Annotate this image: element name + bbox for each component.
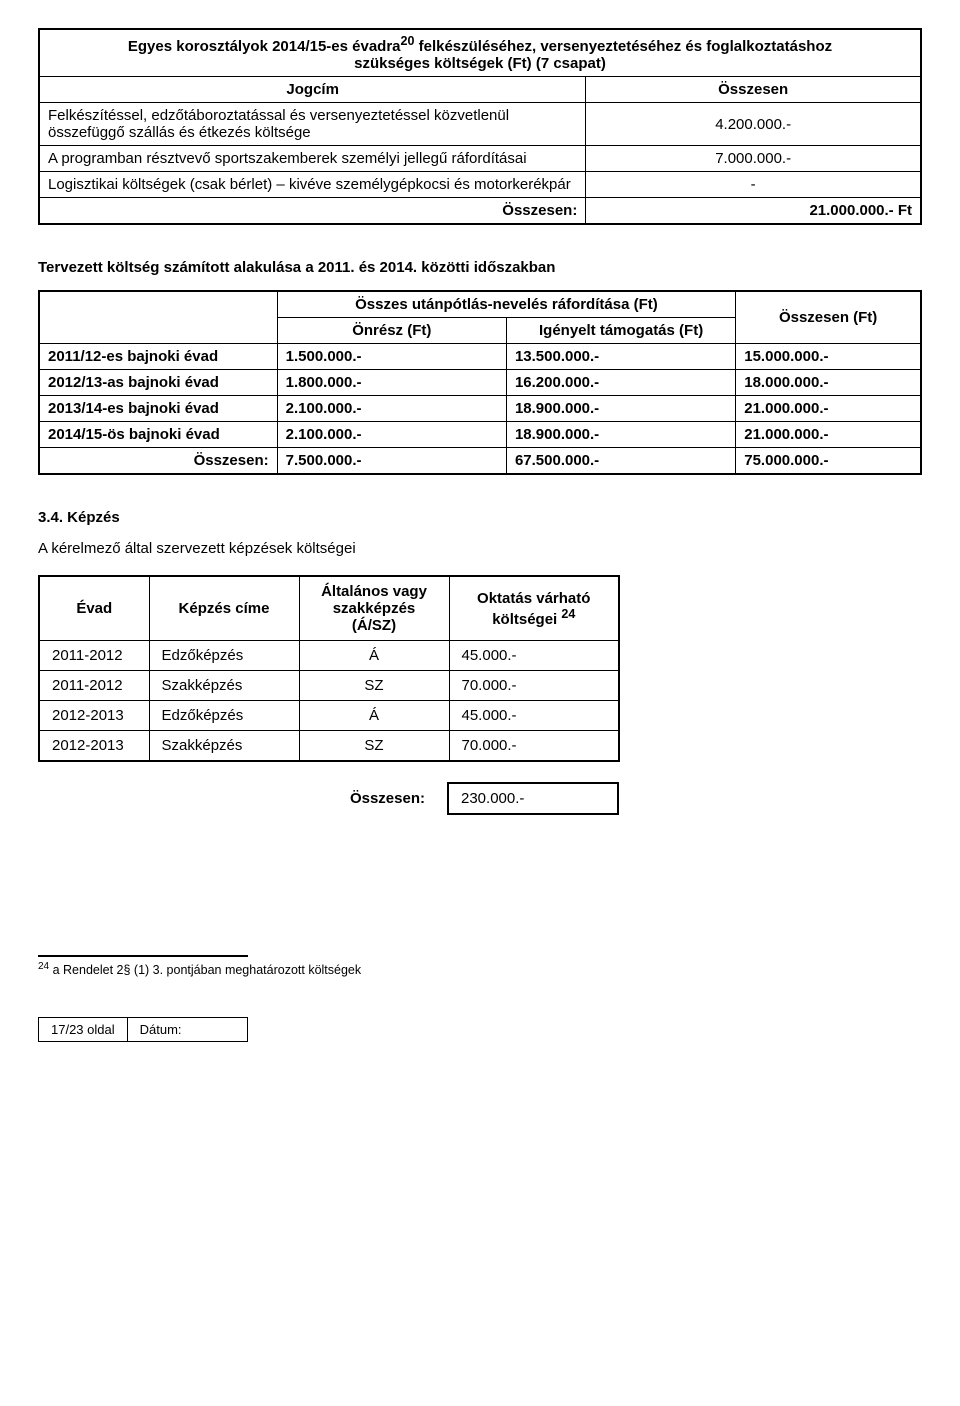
cell: 45.000.- bbox=[449, 701, 619, 731]
sum-label: Összesen: bbox=[39, 448, 277, 475]
table-row: 2011/12-es bajnoki évad 1.500.000.- 13.5… bbox=[39, 344, 921, 370]
col-evad: Évad bbox=[39, 576, 149, 641]
cell: 21.000.000.- bbox=[736, 422, 921, 448]
cell: 2011-2012 bbox=[39, 641, 149, 671]
sum-label: Összesen: bbox=[39, 198, 586, 225]
cell: SZ bbox=[299, 671, 449, 701]
table-row: A programban résztvevő sportszakemberek … bbox=[39, 146, 921, 172]
title-part1: Egyes korosztályok 2014/15-es évadra bbox=[128, 38, 401, 55]
row-label: A programban résztvevő sportszakemberek … bbox=[39, 146, 586, 172]
row-label: 2014/15-ös bajnoki évad bbox=[39, 422, 277, 448]
cell: 7.500.000.- bbox=[277, 448, 506, 475]
cell: Á bbox=[299, 701, 449, 731]
cell: Á bbox=[299, 641, 449, 671]
table-row: 2014/15-ös bajnoki évad 2.100.000.- 18.9… bbox=[39, 422, 921, 448]
col-jogcim: Jogcím bbox=[39, 77, 586, 103]
table-row: 2011-2012 Edzőképzés Á 45.000.- bbox=[39, 641, 619, 671]
row-label: 2011/12-es bajnoki évad bbox=[39, 344, 277, 370]
costs-table-2014-15: Egyes korosztályok 2014/15-es évadra20 f… bbox=[38, 28, 922, 225]
date-label: Dátum: bbox=[127, 1018, 247, 1042]
col-cost-sup: 24 bbox=[561, 607, 575, 621]
cell: 70.000.- bbox=[449, 671, 619, 701]
total-label: Összesen: bbox=[38, 783, 448, 814]
cell: 2011-2012 bbox=[39, 671, 149, 701]
cell: Szakképzés bbox=[149, 731, 299, 762]
footnote-24: 24 a Rendelet 2§ (1) 3. pontjában meghat… bbox=[38, 961, 922, 977]
planned-cost-heading: Tervezett költség számított alakulása a … bbox=[38, 259, 922, 276]
cell: 15.000.000.- bbox=[736, 344, 921, 370]
footnote-num: 24 bbox=[38, 961, 49, 972]
table-row: 2013/14-es bajnoki évad 2.100.000.- 18.9… bbox=[39, 396, 921, 422]
row-label: Felkészítéssel, edzőtáboroztatással és v… bbox=[39, 103, 586, 146]
table-row: 2012/13-as bajnoki évad 1.800.000.- 16.2… bbox=[39, 370, 921, 396]
cell: 18.900.000.- bbox=[506, 396, 735, 422]
table-row-sum: Összesen: 7.500.000.- 67.500.000.- 75.00… bbox=[39, 448, 921, 475]
cell: Szakképzés bbox=[149, 671, 299, 701]
cell: 2.100.000.- bbox=[277, 422, 506, 448]
title-part2: szükséges költségek (Ft) (7 csapat) bbox=[354, 55, 606, 72]
page-number: 17/23 oldal bbox=[39, 1018, 128, 1042]
cell: SZ bbox=[299, 731, 449, 762]
head-top: Összes utánpótlás-nevelés ráfordítása (F… bbox=[277, 291, 736, 318]
head-onresz: Önrész (Ft) bbox=[277, 318, 506, 344]
row-value: 4.200.000.- bbox=[586, 103, 921, 146]
row-value: 7.000.000.- bbox=[586, 146, 921, 172]
cell: 1.800.000.- bbox=[277, 370, 506, 396]
cell: 16.200.000.- bbox=[506, 370, 735, 396]
table-row: Logisztikai költségek (csak bérlet) – ki… bbox=[39, 172, 921, 198]
table-row: 2012-2013 Edzőképzés Á 45.000.- bbox=[39, 701, 619, 731]
training-intro: A kérelmező által szervezett képzések kö… bbox=[38, 540, 922, 557]
sum-value: 21.000.000.- Ft bbox=[586, 198, 921, 225]
blank-corner bbox=[39, 291, 277, 344]
row-label: 2012/13-as bajnoki évad bbox=[39, 370, 277, 396]
training-total: Összesen: 230.000.- bbox=[38, 782, 619, 815]
head-igenyelt: Igényelt támogatás (Ft) bbox=[506, 318, 735, 344]
total-value: 230.000.- bbox=[448, 783, 618, 814]
col-cost: Oktatás várható költségei 24 bbox=[449, 576, 619, 641]
table-row-sum: Összesen: 21.000.000.- Ft bbox=[39, 198, 921, 225]
section-3-4: 3.4. Képzés bbox=[38, 509, 922, 526]
col-cime: Képzés címe bbox=[149, 576, 299, 641]
footnote-rule bbox=[38, 955, 248, 957]
cell: 2.100.000.- bbox=[277, 396, 506, 422]
cell: 2012-2013 bbox=[39, 701, 149, 731]
table-row: 2011-2012 Szakképzés SZ 70.000.- bbox=[39, 671, 619, 701]
row-label: Logisztikai költségek (csak bérlet) – ki… bbox=[39, 172, 586, 198]
cell: 45.000.- bbox=[449, 641, 619, 671]
row-label: 2013/14-es bajnoki évad bbox=[39, 396, 277, 422]
col-osszesen: Összesen bbox=[586, 77, 921, 103]
col-type: Általános vagy szakképzés (Á/SZ) bbox=[299, 576, 449, 641]
training-costs-table: Évad Képzés címe Általános vagy szakképz… bbox=[38, 575, 620, 762]
cell: 75.000.000.- bbox=[736, 448, 921, 475]
cell: 13.500.000.- bbox=[506, 344, 735, 370]
cell: 1.500.000.- bbox=[277, 344, 506, 370]
title-sup: 20 bbox=[401, 34, 415, 48]
table-row: Felkészítéssel, edzőtáboroztatással és v… bbox=[39, 103, 921, 146]
cell: 18.900.000.- bbox=[506, 422, 735, 448]
cell: 67.500.000.- bbox=[506, 448, 735, 475]
cell: 21.000.000.- bbox=[736, 396, 921, 422]
cell: Edzőképzés bbox=[149, 701, 299, 731]
row-value: - bbox=[586, 172, 921, 198]
planned-cost-table: Összes utánpótlás-nevelés ráfordítása (F… bbox=[38, 290, 922, 475]
title-part1b: felkészüléséhez, versenyeztetéséhez és f… bbox=[414, 38, 832, 55]
cell: Edzőképzés bbox=[149, 641, 299, 671]
page-footer: 17/23 oldal Dátum: bbox=[38, 1017, 248, 1042]
cell: 18.000.000.- bbox=[736, 370, 921, 396]
cell: 2012-2013 bbox=[39, 731, 149, 762]
head-total: Összesen (Ft) bbox=[736, 291, 921, 344]
footnote-text: a Rendelet 2§ (1) 3. pontjában meghatáro… bbox=[49, 963, 361, 977]
cell: 70.000.- bbox=[449, 731, 619, 762]
table1-title: Egyes korosztályok 2014/15-es évadra20 f… bbox=[39, 29, 921, 77]
table-row: 2012-2013 Szakképzés SZ 70.000.- bbox=[39, 731, 619, 762]
